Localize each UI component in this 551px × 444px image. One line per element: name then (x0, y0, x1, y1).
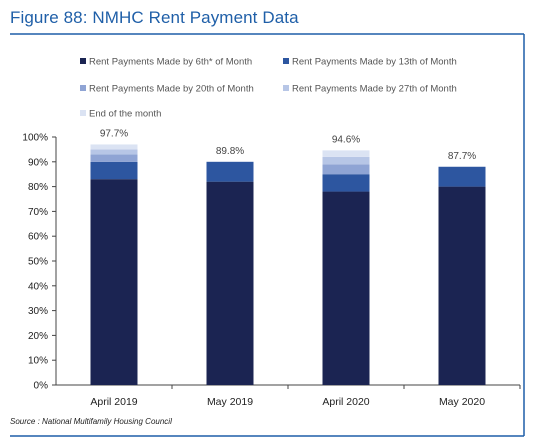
bar-total-label: 87.7% (448, 151, 476, 162)
bar-segment-1-2 (90, 161, 138, 180)
legend-swatch-2 (283, 58, 289, 64)
y-tick-label: 90% (28, 157, 48, 168)
y-tick-label: 30% (28, 306, 48, 317)
legend-label-2: Rent Payments Made by 13th of Month (292, 57, 457, 68)
y-tick-label: 40% (28, 281, 48, 292)
y-tick-label: 70% (28, 207, 48, 218)
x-tick-label: April 2019 (90, 396, 137, 408)
figure-title: Figure 88: NMHC Rent Payment Data (10, 8, 299, 27)
legend-swatch-1 (80, 58, 86, 64)
source-note: Source : National Multifamily Housing Co… (10, 417, 172, 426)
y-tick-label: 20% (28, 331, 48, 342)
bar-segment-1-5 (90, 144, 138, 150)
legend-swatch-3 (80, 85, 86, 91)
bar-segment-1-4 (90, 149, 138, 155)
x-tick-label: May 2019 (207, 396, 253, 408)
bar-segment-2-2 (206, 161, 254, 182)
y-tick-label: 100% (22, 133, 48, 144)
legend-label-3: Rent Payments Made by 20th of Month (89, 84, 254, 95)
bar-segment-3-3 (322, 164, 370, 175)
y-tick-label: 60% (28, 232, 48, 243)
y-tick-label: 0% (34, 381, 49, 392)
y-tick-label: 80% (28, 182, 48, 193)
x-tick-label: May 2020 (439, 396, 485, 408)
bar-total-label: 89.8% (216, 146, 244, 157)
bar-total-label: 94.6% (332, 134, 360, 145)
bar-segment-3-1 (322, 191, 370, 385)
legend-label-4: Rent Payments Made by 27th of Month (292, 84, 457, 95)
bar-segment-3-2 (322, 174, 370, 192)
y-tick-label: 50% (28, 257, 48, 268)
legend-label-5: End of the month (89, 109, 161, 120)
y-tick-label: 10% (28, 356, 48, 367)
bar-segment-1-1 (90, 179, 138, 385)
bar-total-label: 97.7% (100, 128, 128, 139)
legend-label-1: Rent Payments Made by 6th* of Month (89, 57, 252, 68)
bar-segment-4-2 (438, 166, 486, 187)
legend-swatch-4 (283, 85, 289, 91)
bar-segment-2-1 (206, 181, 254, 385)
bar-segment-4-1 (438, 186, 486, 385)
bar-segment-3-4 (322, 156, 370, 165)
bar-segment-1-3 (90, 154, 138, 162)
legend-swatch-5 (80, 110, 86, 116)
bar-segment-3-5 (322, 150, 370, 157)
x-tick-label: April 2020 (322, 396, 369, 408)
